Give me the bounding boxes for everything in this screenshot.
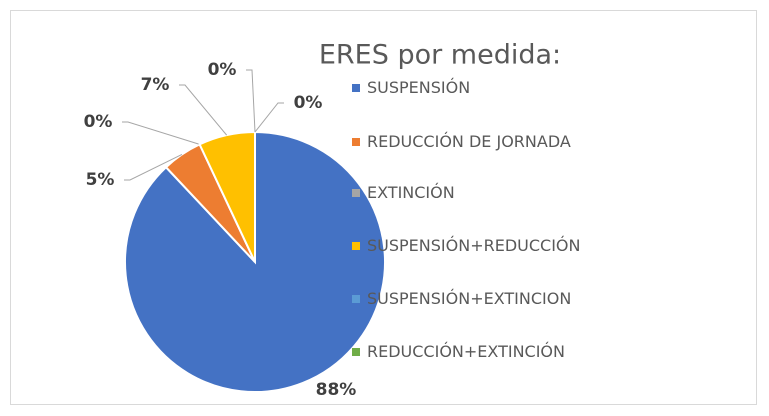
legend-label: REDUCCIÓN+EXTINCIÓN <box>367 342 565 361</box>
leader-line <box>246 69 256 133</box>
legend-entry: SUSPENSIÓN+REDUCCIÓN <box>352 234 752 258</box>
legend-entry: EXTINCIÓN <box>352 181 752 205</box>
data-label: 0% <box>208 60 237 80</box>
legend-label: SUSPENSIÓN+EXTINCION <box>367 289 572 308</box>
leader-line <box>179 84 228 136</box>
legend-label: SUSPENSIÓN+REDUCCIÓN <box>367 236 581 255</box>
data-label: 0% <box>294 93 323 113</box>
legend-swatch <box>352 242 360 250</box>
legend-swatch <box>352 138 360 146</box>
legend-label: SUSPENSIÓN <box>367 78 471 97</box>
legend-swatch <box>352 348 360 356</box>
legend-swatch <box>352 84 360 92</box>
legend-entry: SUSPENSIÓN <box>352 76 752 100</box>
data-label: 7% <box>141 75 170 95</box>
leader-line <box>124 154 183 181</box>
data-label: 0% <box>84 112 113 132</box>
legend-label: REDUCCIÓN DE JORNADA <box>367 132 571 151</box>
legend-entry: SUSPENSIÓN+EXTINCION <box>352 287 752 311</box>
chart-border <box>10 10 757 405</box>
legend-label: EXTINCIÓN <box>367 183 455 202</box>
data-label: 5% <box>86 170 115 190</box>
legend-swatch <box>352 189 360 197</box>
legend-entry: REDUCCIÓN+EXTINCIÓN <box>352 340 752 364</box>
chart-title: ERES por medida: <box>319 40 561 71</box>
leader-line <box>122 121 200 145</box>
leader-line <box>254 102 284 133</box>
legend-entry: REDUCCIÓN DE JORNADA <box>352 130 752 154</box>
legend-swatch <box>352 295 360 303</box>
data-label: 88% <box>316 380 357 400</box>
